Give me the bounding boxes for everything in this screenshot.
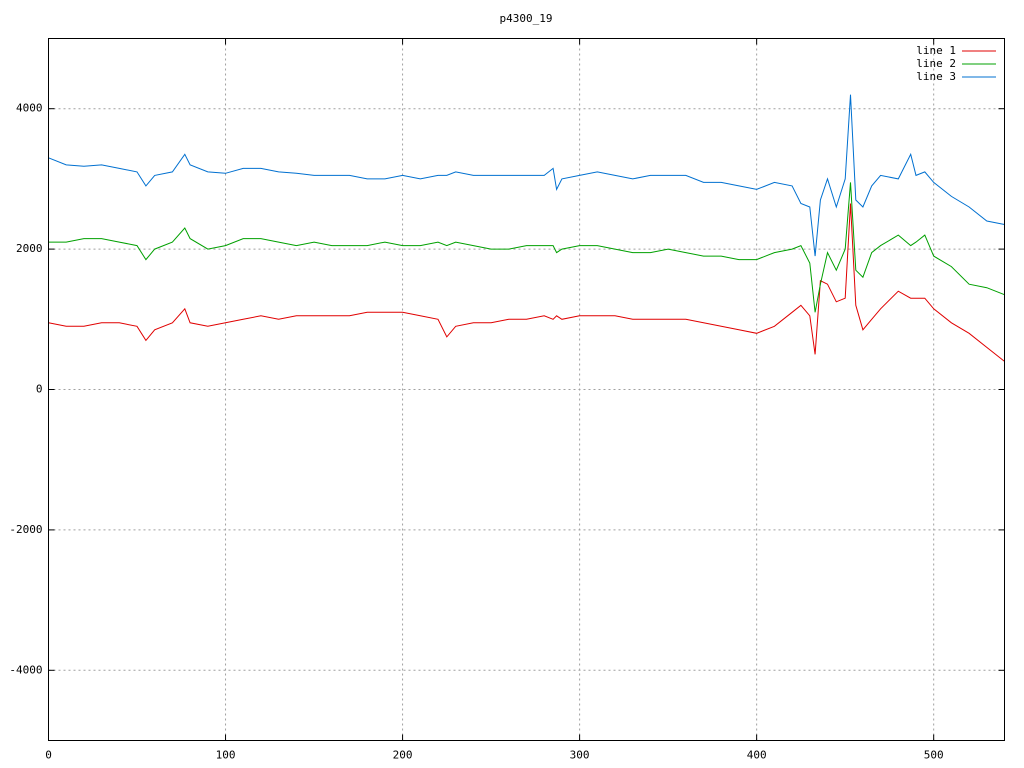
plot-frame — [48, 38, 1005, 741]
x-tick-label: 400 — [747, 749, 767, 762]
x-tick-label: 200 — [393, 749, 413, 762]
x-tick-label: 100 — [216, 749, 236, 762]
x-tick-label: 500 — [924, 749, 944, 762]
x-tick-label: 0 — [45, 749, 52, 762]
legend-label: line 3 — [916, 70, 956, 83]
chart-title: p4300_19 — [500, 12, 553, 25]
y-tick-label: -2000 — [9, 523, 42, 536]
line-series — [48, 203, 1005, 362]
x-tick-label: 300 — [570, 749, 590, 762]
y-tick-label: 0 — [36, 383, 43, 396]
y-tick-label: 2000 — [16, 242, 43, 255]
line-series — [48, 182, 1005, 313]
legend-label: line 1 — [916, 44, 956, 57]
y-tick-label: 4000 — [16, 102, 43, 115]
line-series — [48, 94, 1005, 257]
y-tick-label: -4000 — [9, 663, 42, 676]
legend-label: line 2 — [916, 57, 956, 70]
